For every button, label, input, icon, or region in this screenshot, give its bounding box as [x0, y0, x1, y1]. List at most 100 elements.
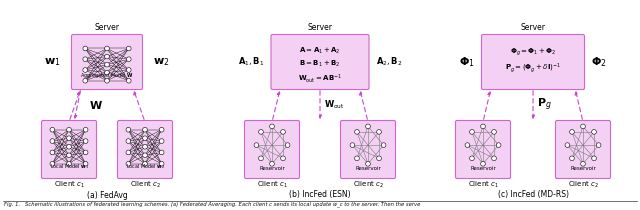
- Circle shape: [492, 156, 497, 161]
- Circle shape: [143, 136, 147, 140]
- Circle shape: [465, 143, 470, 147]
- Circle shape: [596, 143, 601, 147]
- Text: Local Model $\mathbf{w}_1$: Local Model $\mathbf{w}_1$: [49, 162, 88, 171]
- Text: Aggregated Model $\mathbf{W}$: Aggregated Model $\mathbf{W}$: [80, 71, 134, 80]
- Circle shape: [281, 156, 285, 161]
- Circle shape: [254, 143, 259, 147]
- Circle shape: [67, 127, 71, 132]
- Circle shape: [259, 130, 263, 134]
- Circle shape: [269, 161, 275, 166]
- Circle shape: [143, 144, 147, 149]
- Circle shape: [281, 130, 285, 134]
- Circle shape: [350, 143, 355, 147]
- Circle shape: [105, 78, 109, 83]
- Text: Server: Server: [95, 24, 120, 33]
- Circle shape: [365, 124, 371, 129]
- Circle shape: [377, 156, 381, 161]
- FancyBboxPatch shape: [340, 121, 396, 178]
- Circle shape: [492, 130, 497, 134]
- Text: Reservoir: Reservoir: [570, 166, 596, 171]
- Text: Client $c_2$: Client $c_2$: [129, 180, 161, 190]
- Text: $\mathbf{w}_1$: $\mathbf{w}_1$: [44, 56, 61, 68]
- Text: Server: Server: [520, 24, 545, 33]
- Circle shape: [83, 161, 88, 166]
- Circle shape: [143, 153, 147, 158]
- Text: Client $c_2$: Client $c_2$: [353, 180, 383, 190]
- Circle shape: [259, 156, 263, 161]
- Circle shape: [159, 150, 164, 155]
- Circle shape: [592, 156, 596, 161]
- Text: $\mathbf{W}_{\mathrm{out}}$: $\mathbf{W}_{\mathrm{out}}$: [324, 99, 345, 111]
- Circle shape: [67, 153, 71, 158]
- Circle shape: [570, 156, 574, 161]
- Text: $\mathbf{w}_2$: $\mathbf{w}_2$: [153, 56, 170, 68]
- Circle shape: [105, 46, 109, 51]
- Circle shape: [381, 143, 386, 147]
- Circle shape: [83, 78, 88, 83]
- Circle shape: [592, 130, 596, 134]
- Circle shape: [159, 127, 164, 132]
- Text: $\mathbf{P}_g = (\mathbf{\Phi}_g + \delta\mathbf{I})^{-1}$: $\mathbf{P}_g = (\mathbf{\Phi}_g + \delt…: [505, 61, 561, 75]
- FancyBboxPatch shape: [481, 34, 584, 89]
- Circle shape: [481, 161, 485, 166]
- Circle shape: [126, 161, 131, 166]
- Circle shape: [470, 156, 474, 161]
- FancyBboxPatch shape: [42, 121, 97, 178]
- Circle shape: [355, 156, 359, 161]
- Circle shape: [143, 127, 147, 132]
- Text: (a) FedAvg: (a) FedAvg: [86, 190, 127, 199]
- Circle shape: [580, 161, 586, 166]
- Text: Client $c_2$: Client $c_2$: [568, 180, 598, 190]
- Text: Fig. 1.   Schematic illustrations of federated learning schemes. (a) Federated A: Fig. 1. Schematic illustrations of feder…: [4, 201, 420, 207]
- Circle shape: [570, 130, 574, 134]
- Text: (b) IncFed (ESN): (b) IncFed (ESN): [289, 190, 351, 199]
- Text: $\mathbf{A}_2, \mathbf{B}_2$: $\mathbf{A}_2, \mathbf{B}_2$: [376, 56, 402, 68]
- Circle shape: [83, 46, 88, 51]
- Text: $\mathbf{W}_{\mathrm{out}} = \mathbf{A}\mathbf{B}^{-1}$: $\mathbf{W}_{\mathrm{out}} = \mathbf{A}\…: [298, 72, 342, 84]
- Text: Local Model $\mathbf{w}_2$: Local Model $\mathbf{w}_2$: [125, 162, 164, 171]
- Circle shape: [565, 143, 570, 147]
- Text: $\mathbf{W}$: $\mathbf{W}$: [89, 99, 103, 111]
- FancyBboxPatch shape: [556, 121, 611, 178]
- Text: (c) IncFed (MD-RS): (c) IncFed (MD-RS): [497, 190, 568, 199]
- Circle shape: [377, 130, 381, 134]
- Circle shape: [580, 124, 586, 129]
- FancyBboxPatch shape: [72, 34, 143, 89]
- Circle shape: [50, 161, 54, 166]
- Circle shape: [83, 57, 88, 62]
- FancyBboxPatch shape: [271, 34, 369, 89]
- FancyBboxPatch shape: [244, 121, 300, 178]
- Circle shape: [83, 150, 88, 155]
- Circle shape: [83, 139, 88, 143]
- Text: $\mathbf{P}_g$: $\mathbf{P}_g$: [537, 97, 552, 113]
- Text: Client $c_1$: Client $c_1$: [467, 180, 499, 190]
- Circle shape: [50, 139, 54, 143]
- Circle shape: [105, 70, 109, 75]
- Text: Client $c_1$: Client $c_1$: [257, 180, 287, 190]
- Circle shape: [105, 54, 109, 59]
- Text: $\mathbf{A} = \mathbf{A}_1 + \mathbf{A}_2$: $\mathbf{A} = \mathbf{A}_1 + \mathbf{A}_…: [300, 46, 340, 56]
- Circle shape: [127, 78, 131, 83]
- FancyBboxPatch shape: [456, 121, 511, 178]
- Circle shape: [126, 127, 131, 132]
- FancyBboxPatch shape: [118, 121, 173, 178]
- Text: $\mathbf{\Phi}_2$: $\mathbf{\Phi}_2$: [591, 55, 607, 69]
- Circle shape: [143, 161, 147, 166]
- Circle shape: [159, 139, 164, 143]
- Circle shape: [67, 136, 71, 140]
- Circle shape: [126, 150, 131, 155]
- Text: $\mathbf{B} = \mathbf{B}_1 + \mathbf{B}_2$: $\mathbf{B} = \mathbf{B}_1 + \mathbf{B}_…: [300, 59, 340, 69]
- Circle shape: [83, 68, 88, 72]
- Text: Reservoir: Reservoir: [470, 166, 496, 171]
- Text: $\mathbf{\Phi}_g = \mathbf{\Phi}_1 + \mathbf{\Phi}_2$: $\mathbf{\Phi}_g = \mathbf{\Phi}_1 + \ma…: [509, 46, 556, 58]
- Circle shape: [67, 144, 71, 149]
- Text: Reservoir: Reservoir: [355, 166, 381, 171]
- Circle shape: [365, 161, 371, 166]
- Circle shape: [126, 139, 131, 143]
- Circle shape: [50, 150, 54, 155]
- Circle shape: [67, 161, 71, 166]
- Circle shape: [269, 124, 275, 129]
- Circle shape: [127, 57, 131, 62]
- Circle shape: [159, 161, 164, 166]
- Text: $\mathbf{A}_1, \mathbf{B}_1$: $\mathbf{A}_1, \mathbf{B}_1$: [238, 56, 264, 68]
